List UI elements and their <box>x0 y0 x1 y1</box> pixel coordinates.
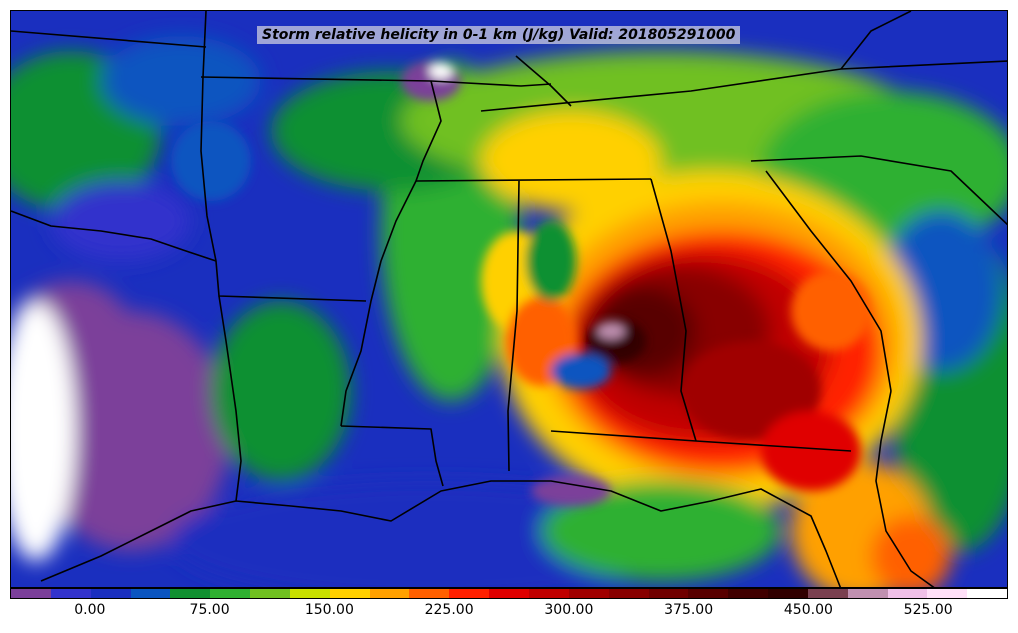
map-title: Storm relative helicity in 0-1 km (J/kg)… <box>257 26 741 44</box>
colorbar-segment <box>289 589 330 598</box>
colorbar-tick-label: 150.00 <box>304 602 354 618</box>
colorbar-segment <box>369 589 410 598</box>
colorbar-tick-label: 375.00 <box>664 602 714 618</box>
colorbar-segment <box>329 589 370 598</box>
colorbar-segment <box>807 589 848 598</box>
colorbar-segment <box>728 589 769 598</box>
colorbar-segment <box>130 589 171 598</box>
colorbar-tick-label: 225.00 <box>424 602 474 618</box>
colorbar-segment <box>528 589 569 598</box>
colorbar-tick-labels: 0.00 75.00 150.00 225.00 300.00 375.00 450.00 5… <box>10 602 1008 622</box>
colorbar-segment <box>409 589 450 598</box>
colorbar-tick-label: 300.00 <box>544 602 594 618</box>
colorbar-segment <box>648 589 689 598</box>
helicity-map <box>11 11 1007 587</box>
colorbar-segment <box>568 589 609 598</box>
colorbar-segment <box>847 589 888 598</box>
colorbar-segment <box>927 589 968 598</box>
colorbar-segment <box>449 589 490 598</box>
colorbar <box>10 588 1008 599</box>
colorbar-segment <box>608 589 649 598</box>
colorbar-segment <box>50 589 91 598</box>
colorbar-segment <box>210 589 251 598</box>
colorbar-segment <box>11 589 51 598</box>
colorbar-tick-label: 525.00 <box>903 602 953 618</box>
colorbar-segment <box>967 589 1008 598</box>
colorbar-tick-label: 450.00 <box>783 602 833 618</box>
colorbar-segment <box>170 589 211 598</box>
map-panel: Storm relative helicity in 0-1 km (J/kg)… <box>10 10 1008 588</box>
colorbar-tick-label: 0.00 <box>74 602 106 618</box>
colorbar-segment <box>688 589 729 598</box>
colorbar-tick-label: 75.00 <box>189 602 230 618</box>
colorbar-segment <box>90 589 131 598</box>
state-borders <box>11 11 1007 587</box>
colorbar-segment <box>250 589 290 598</box>
field-layer-detail <box>171 61 871 506</box>
colorbar-segment <box>887 589 928 598</box>
colorbar-segment <box>768 589 808 598</box>
colorbar-segment <box>489 589 529 598</box>
